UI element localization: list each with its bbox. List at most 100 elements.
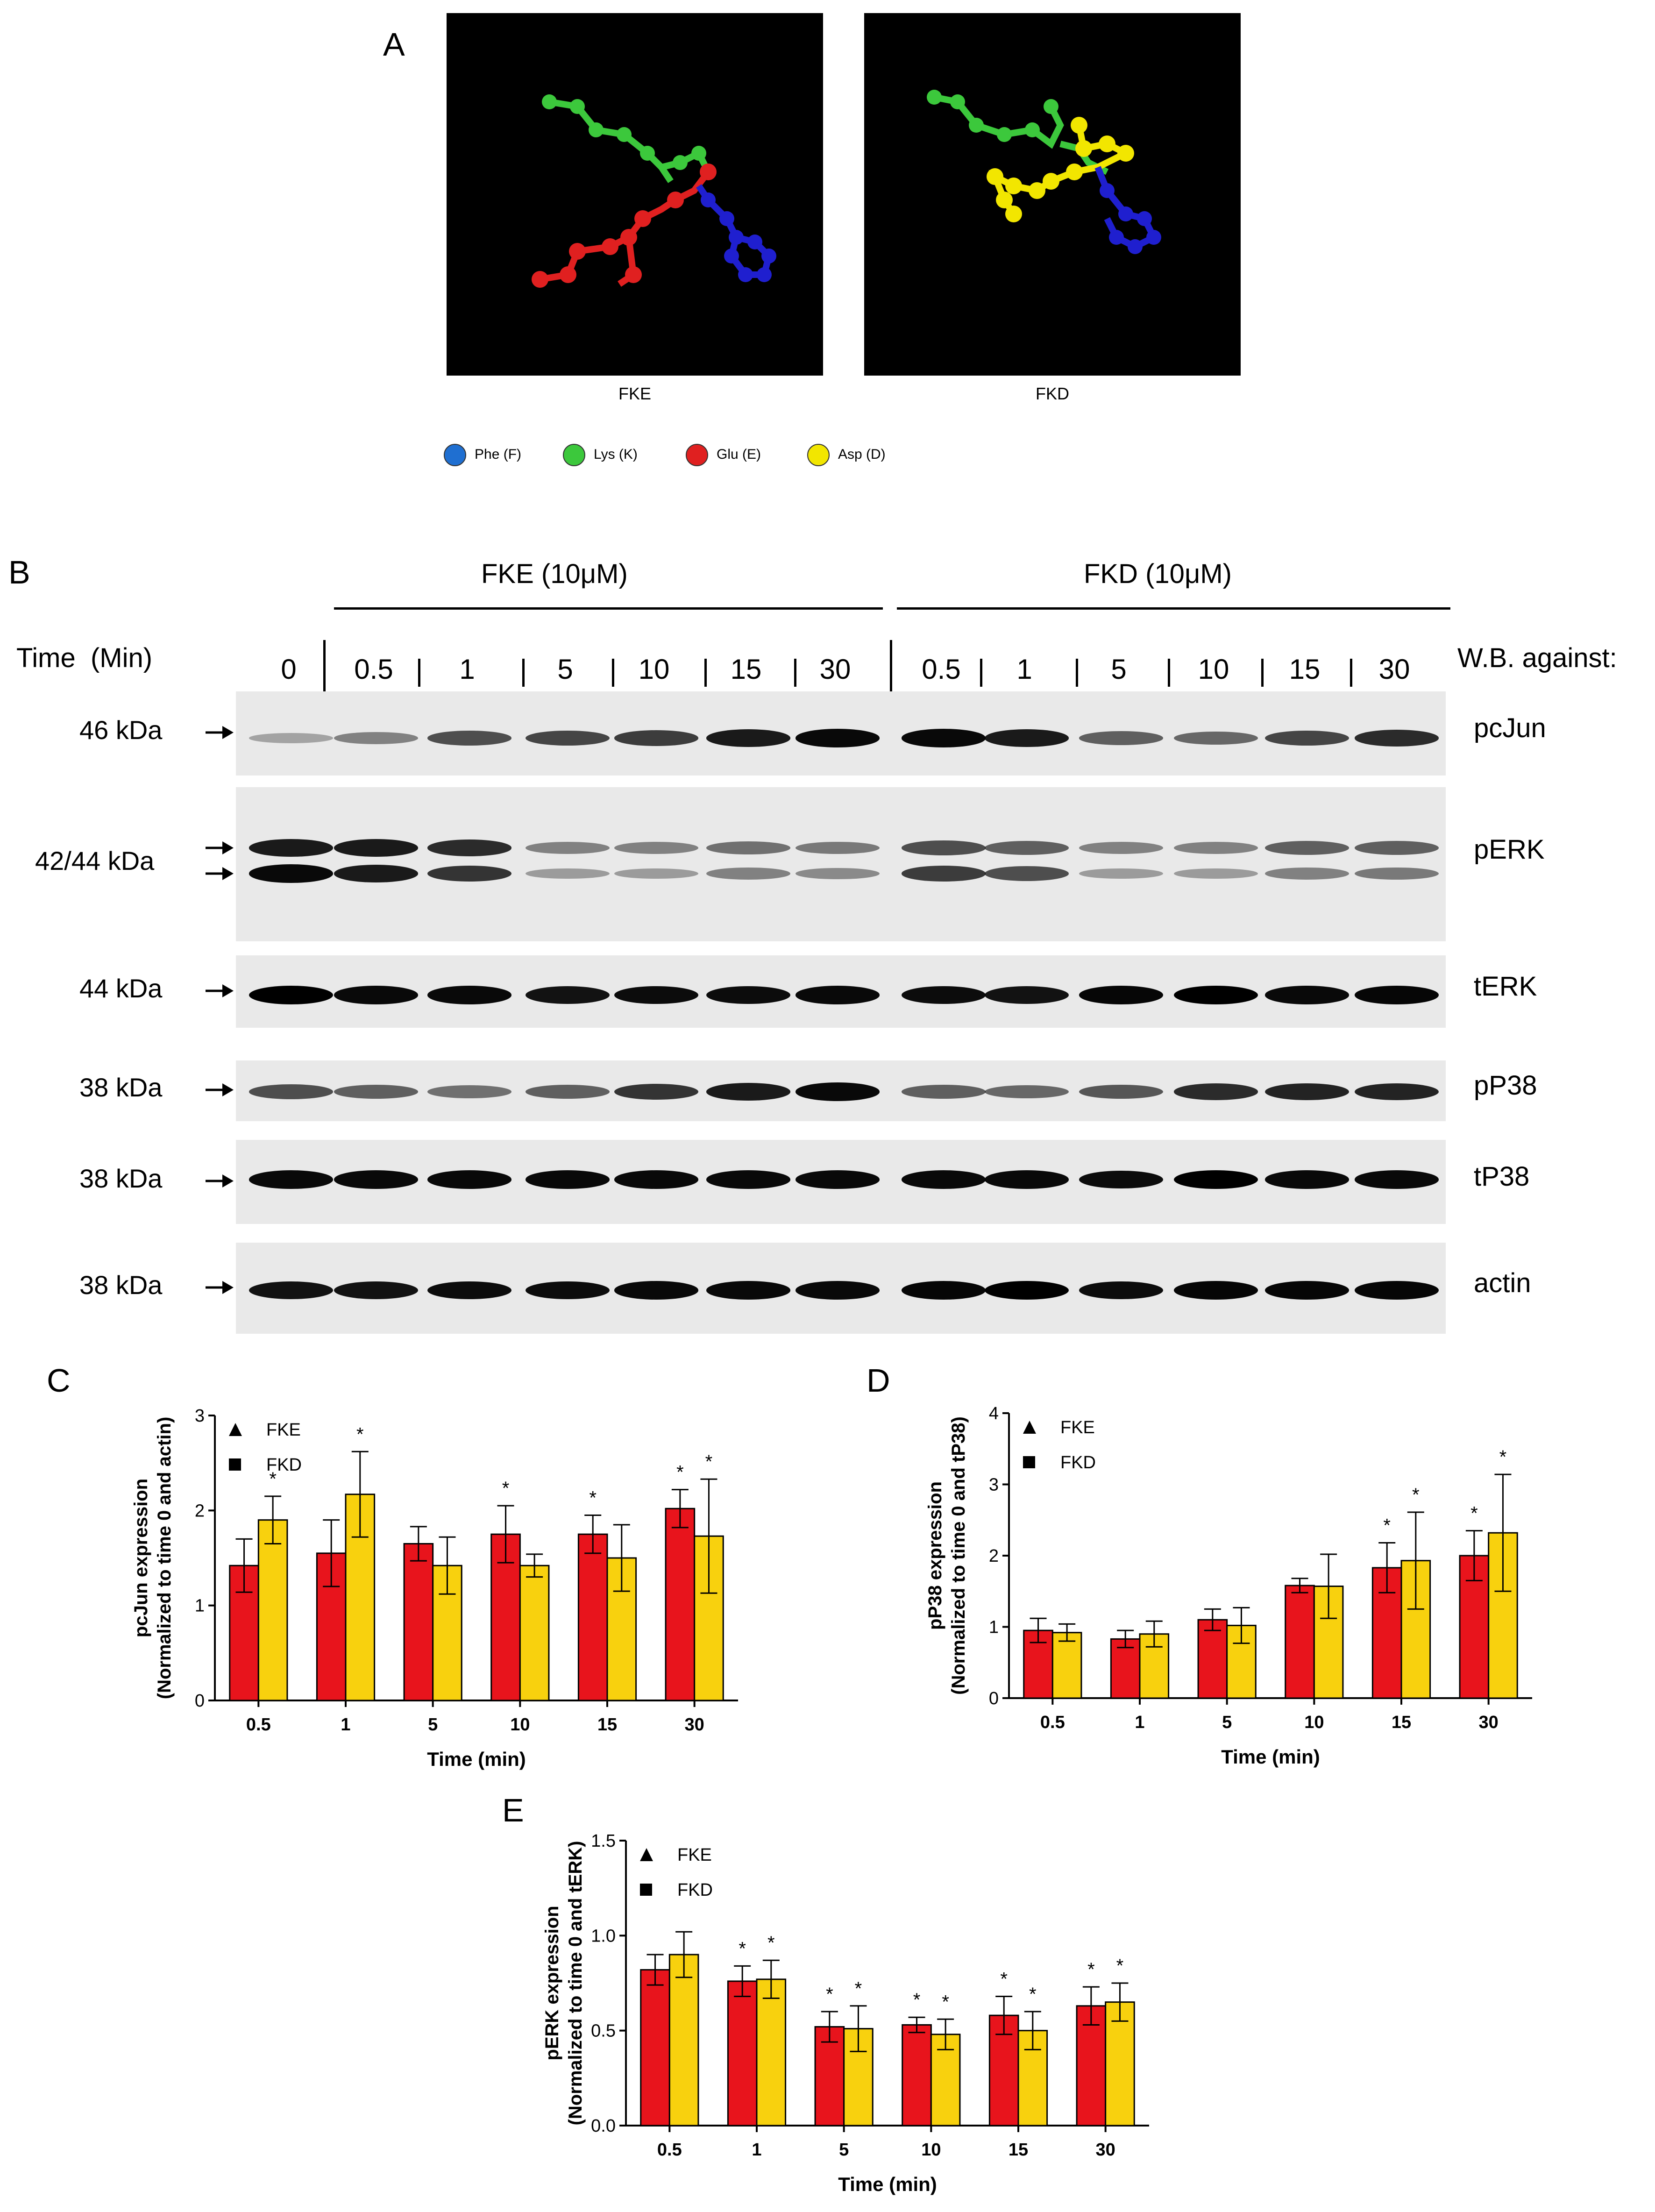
blot-band <box>796 1281 880 1300</box>
blot-band <box>614 868 698 879</box>
significance-star: * <box>767 1933 775 1953</box>
residue-legend: Phe (F) Lys (K) Glu (E) Asp (D) <box>444 444 911 467</box>
blot-band <box>427 986 511 1004</box>
y-tick-label: 1 <box>195 1596 205 1616</box>
bar <box>577 1533 608 1701</box>
blot-band <box>526 730 610 746</box>
lane-divider <box>323 640 326 691</box>
pcjun-bar-chart: 0 1 2 3 0.5 * 1 * 5 10 * 15 * 30 * * Time (min) pcJun exp… <box>131 1406 738 1770</box>
panel-a-letter: A <box>383 26 405 63</box>
significance-star: * <box>1000 1969 1008 1989</box>
lane-label: 5 <box>1111 654 1127 685</box>
blot-band <box>249 1084 333 1099</box>
blot-band <box>1265 1083 1349 1101</box>
lane-label: 0 <box>281 654 297 685</box>
legend-square-icon <box>640 1884 652 1896</box>
lys-legend-label: Lys (K) <box>594 447 638 462</box>
bar <box>668 1954 699 2127</box>
blot-target-label: actin <box>1474 1267 1531 1298</box>
blot-target-label: pP38 <box>1474 1070 1537 1101</box>
blot-target-label: tP38 <box>1474 1161 1530 1192</box>
bar <box>1017 2030 1048 2127</box>
y-axis-label: (Normalized to time 0 and tP38) <box>948 1416 969 1695</box>
wb-against-label: W.B. against: <box>1457 643 1617 673</box>
x-tick-label: 30 <box>1096 2140 1115 2160</box>
significance-star: * <box>589 1488 597 1508</box>
blot-band <box>796 986 880 1004</box>
asp-legend-label: Asp (D) <box>838 447 886 462</box>
blot-band <box>427 865 511 882</box>
blot-band <box>427 731 511 746</box>
blot-target-label: tERK <box>1474 971 1537 1002</box>
band-arrow-icon <box>206 1172 234 1190</box>
blot-band <box>706 1281 790 1300</box>
significance-star: * <box>739 1938 746 1959</box>
blot-band <box>1265 730 1349 746</box>
band-arrow-icon <box>206 864 234 883</box>
blot-band <box>1174 986 1258 1004</box>
blot-band <box>1355 1281 1439 1300</box>
y-axis-label: (Normalized to time 0 and tERK) <box>565 1841 586 2126</box>
lane-divider <box>890 640 892 691</box>
significance-star: * <box>705 1451 713 1472</box>
x-tick-label: 15 <box>1009 2140 1028 2160</box>
lane-label: 1 <box>459 654 475 685</box>
bar <box>756 1978 787 2127</box>
blot-band <box>249 1170 333 1189</box>
blot-band <box>1079 868 1163 879</box>
blot-band <box>796 1170 880 1189</box>
fkd-molecule-drawing <box>927 90 1161 254</box>
lane-header: 0 0.5 1 5 10 15 30 0.5 1 5 10 15 30 <box>0 640 1655 691</box>
blot-band <box>985 866 1069 881</box>
molecular-weight-label: 38 kDa <box>79 1270 163 1300</box>
lane-divider <box>612 659 614 687</box>
blot-band <box>334 865 418 882</box>
phe-legend-label: Phe (F) <box>475 447 522 462</box>
molecular-weight-label: 44 kDa <box>79 973 163 1003</box>
x-tick-label: 15 <box>1392 1713 1411 1732</box>
lane-divider <box>1350 659 1352 687</box>
bar <box>1051 1632 1082 1699</box>
bar <box>1139 1633 1170 1699</box>
x-tick-label: 0.5 <box>246 1715 271 1735</box>
blot-band <box>1265 1170 1349 1189</box>
blot-band <box>614 730 698 746</box>
x-tick-label: 30 <box>685 1715 704 1735</box>
legend-square-icon <box>229 1458 241 1471</box>
blot-band <box>526 986 610 1004</box>
blot-band <box>1079 1170 1163 1189</box>
legend-label: FKE <box>1060 1418 1095 1437</box>
blot-band <box>796 729 880 747</box>
legend-label: FKD <box>266 1455 302 1475</box>
x-axis-label: Time (min) <box>427 1748 526 1770</box>
x-tick-label: 10 <box>1304 1713 1324 1732</box>
legend-square-icon <box>1023 1456 1035 1468</box>
molecular-weight-label: 42/44 kDa <box>35 846 155 875</box>
blot-band <box>902 729 986 747</box>
panel-c-letter: C <box>47 1362 71 1399</box>
blot-band <box>902 866 986 882</box>
blot-band <box>1174 1170 1258 1189</box>
x-tick-label: 5 <box>1222 1713 1232 1732</box>
lane-label: 5 <box>557 654 573 685</box>
blot-band <box>1355 867 1439 880</box>
bar <box>257 1519 288 1701</box>
blot-strip-actin <box>236 1243 1446 1334</box>
blot-band <box>706 729 790 747</box>
blot-band <box>706 868 790 880</box>
blot-band <box>249 1281 333 1300</box>
blot-band <box>1355 1083 1439 1101</box>
blot-band <box>1355 730 1439 747</box>
fke-group-label: FKE (10μM) <box>481 559 628 589</box>
significance-star: * <box>1499 1447 1507 1467</box>
perk-bar-chart: 0.0 0.5 1.0 1.5 0.5 1 * * 5 * * 10 * * 15 * * 30 * * Time (m… <box>542 1831 1149 2195</box>
blot-band <box>614 1170 698 1189</box>
lane-label: 10 <box>638 654 670 685</box>
bar <box>902 2024 932 2127</box>
lane-label: 0.5 <box>922 654 961 685</box>
legend-triangle-icon <box>1023 1421 1036 1434</box>
lane-divider <box>1076 659 1078 687</box>
blot-band <box>1079 842 1163 854</box>
blot-band <box>1265 986 1349 1004</box>
significance-star: * <box>855 1978 862 1999</box>
